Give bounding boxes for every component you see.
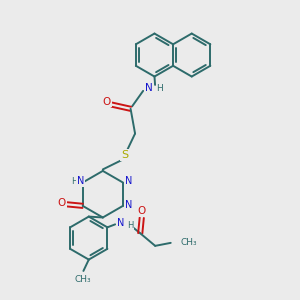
Text: H: H	[71, 177, 77, 186]
Text: O: O	[138, 206, 146, 216]
Text: H: H	[157, 84, 163, 93]
Text: S: S	[121, 150, 128, 161]
Text: H: H	[127, 221, 133, 230]
Text: N: N	[125, 176, 132, 186]
Text: O: O	[103, 97, 111, 106]
Text: CH₃: CH₃	[180, 238, 197, 247]
Text: N: N	[76, 176, 84, 186]
Text: O: O	[58, 198, 66, 208]
Text: N: N	[125, 200, 133, 210]
Text: N: N	[117, 218, 124, 228]
Text: CH₃: CH₃	[74, 275, 91, 284]
Text: N: N	[145, 83, 152, 93]
